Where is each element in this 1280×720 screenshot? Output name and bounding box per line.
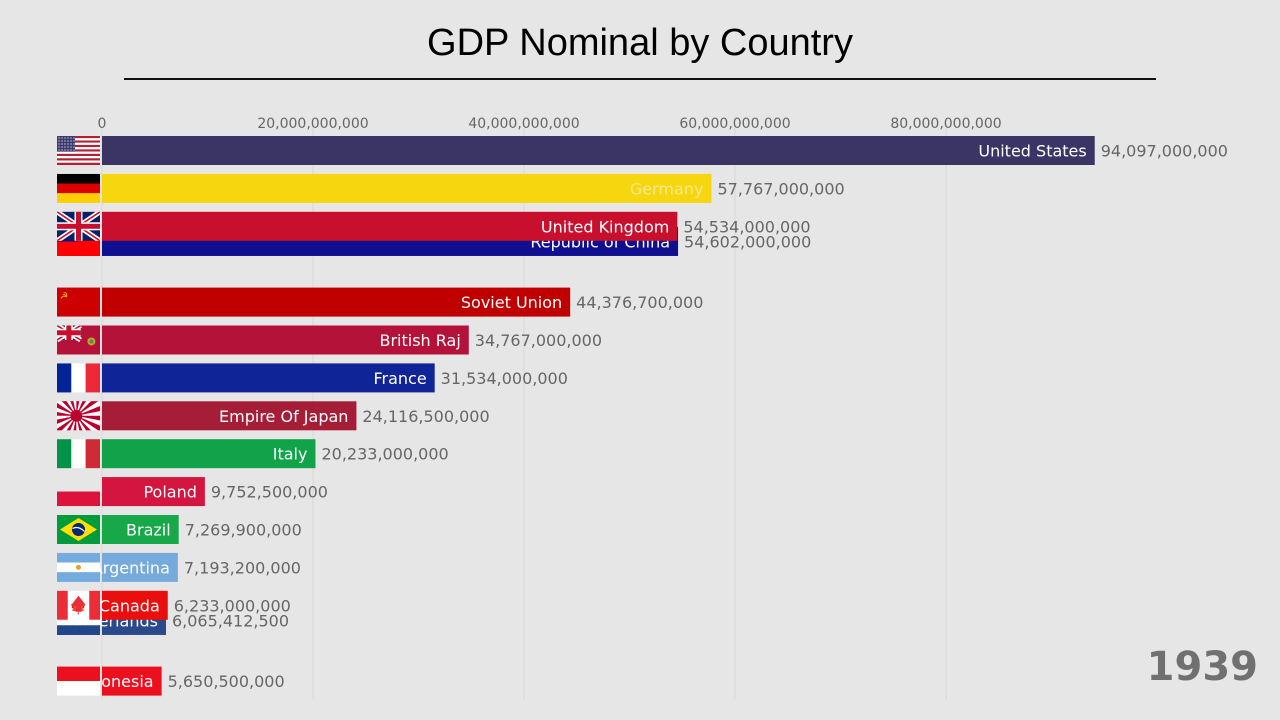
bar (102, 666, 162, 696)
japan-rising-sun-flag-overlay (57, 401, 100, 431)
bar-label: Poland (143, 483, 196, 502)
bar-label: Empire Of Japan (219, 407, 348, 426)
bar-row-argentina: Argentina 7,193,200,000 (57, 552, 301, 582)
value-label: 94,097,000,000 (1101, 142, 1228, 161)
year-label: 1939 (1146, 644, 1258, 690)
bar (102, 136, 1095, 165)
france-flag-overlay (57, 363, 100, 393)
x-tick-label: 40,000,000,000 (468, 116, 579, 132)
british-raj-flag-overlay (57, 325, 100, 355)
x-tick-label: 60,000,000,000 (679, 116, 790, 132)
bar (102, 287, 571, 317)
chart-title: GDP Nominal by Country (427, 22, 853, 64)
bar-row-italy: Italy 20,233,000,000 (57, 439, 449, 469)
value-label: 34,767,000,000 (475, 331, 602, 350)
value-label: 24,116,500,000 (362, 407, 489, 426)
bar-row-united-states: United States 94,097,000,000 (57, 136, 1228, 165)
germany-flag-overlay (57, 173, 100, 203)
bar-row-poland: Poland 9,752,500,000 (57, 477, 328, 507)
bar-label: Soviet Union (461, 293, 562, 312)
x-tick-label: 20,000,000,000 (257, 116, 368, 132)
value-label: 44,376,700,000 (576, 293, 703, 312)
argentina-flag-overlay (57, 552, 100, 582)
ussr-flag-overlay: ☭ (57, 287, 100, 317)
value-label: 54,602,000,000 (684, 232, 811, 251)
bar-label: United Kingdom (541, 217, 669, 236)
bar-row-france: France 31,534,000,000 (57, 363, 568, 393)
bar-label: Germany (630, 179, 704, 198)
value-label: 57,767,000,000 (717, 179, 844, 198)
svg-text:☭: ☭ (60, 292, 68, 302)
bar (102, 552, 178, 582)
bar-row-british-raj: British Raj 34,767,000,000 (57, 325, 602, 355)
value-label: 20,233,000,000 (321, 445, 448, 464)
title-divider (124, 78, 1156, 80)
bar (102, 363, 435, 393)
value-label: 54,534,000,000 (683, 217, 810, 236)
bar-label: British Raj (379, 331, 460, 350)
bar (102, 401, 357, 431)
bar (102, 211, 678, 241)
bar-row-united-kingdom: United Kingdom 54,534,000,000 (57, 211, 811, 241)
brazil-flag-overlay (57, 515, 100, 544)
bar-row-indonesia: Indonesia 5,650,500,000 (57, 666, 285, 696)
value-label: 6,065,412,500 (172, 611, 289, 630)
value-label: 5,650,500,000 (168, 672, 285, 691)
value-label: 9,752,500,000 (211, 483, 328, 502)
bar-row-germany: Germany 57,767,000,000 (57, 173, 845, 203)
bar (102, 590, 168, 620)
value-label: 31,534,000,000 (441, 369, 568, 388)
bar (102, 439, 316, 469)
bar-label: United States (978, 142, 1086, 161)
bar-row-empire-of-japan: Empire Of Japan 24,116,500,000 (57, 401, 490, 431)
x-tick-label: 0 (98, 116, 107, 132)
italy-flag-overlay (57, 439, 100, 469)
us-flag-overlay (57, 136, 100, 165)
value-label: 7,269,900,000 (185, 521, 302, 540)
value-label: 7,193,200,000 (184, 558, 301, 577)
value-label: 6,233,000,000 (174, 596, 291, 615)
indonesia-flag-overlay (57, 666, 100, 696)
bar-label: Brazil (126, 521, 171, 540)
bar-label: Canada (99, 596, 160, 615)
bar-label: France (373, 369, 426, 388)
bar (102, 173, 712, 203)
x-tick-label: 80,000,000,000 (890, 116, 1001, 132)
bar-label: Argentina (92, 558, 170, 577)
canada-flag-overlay: 🍁 (57, 590, 100, 620)
bar (102, 515, 179, 544)
uk-flag-overlay (57, 211, 100, 241)
bar (102, 477, 205, 507)
bar-row-brazil: Brazil 7,269,900,000 (57, 515, 302, 544)
bar-label: Italy (273, 445, 308, 464)
bar (102, 325, 469, 355)
poland-flag-overlay (57, 477, 100, 507)
